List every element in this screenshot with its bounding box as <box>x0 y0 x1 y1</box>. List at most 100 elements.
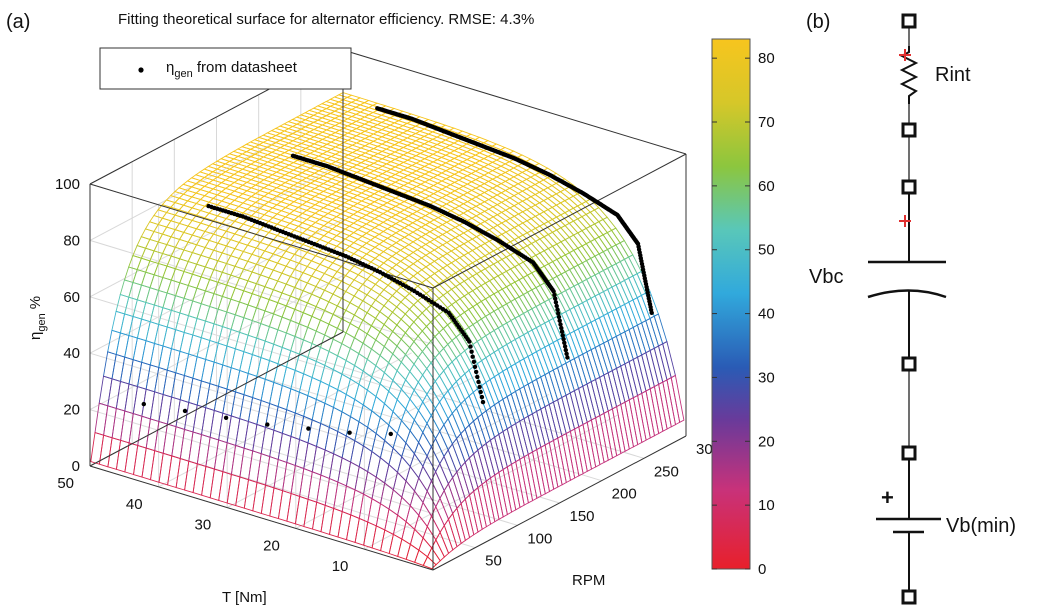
datasheet-point <box>561 336 566 342</box>
box-edge <box>342 49 687 155</box>
datasheet-point <box>562 340 567 345</box>
z-axis-label: ηgen% <box>27 296 48 340</box>
colorbar-tick-label: 30 <box>758 369 775 386</box>
z-tick-label: 0 <box>72 458 80 475</box>
datasheet-point <box>375 106 380 111</box>
datasheet-point <box>553 296 558 301</box>
y-axis-label: RPM <box>572 572 605 589</box>
datasheet-point <box>223 415 229 420</box>
colorbar-tick-label: 0 <box>758 561 766 578</box>
z-tick-label: 100 <box>55 176 80 193</box>
datasheet-point <box>470 354 475 359</box>
box-edge <box>432 435 687 571</box>
capacitor-bottom-plate <box>867 289 947 299</box>
colorbar-tick-label: 50 <box>758 242 775 259</box>
chart-title: Fitting theoretical surface for alternat… <box>118 11 534 28</box>
grid-line <box>300 353 644 459</box>
colorbar-tick-label: 40 <box>758 306 775 323</box>
datasheet-point <box>559 325 564 331</box>
datasheet-point <box>558 322 563 327</box>
colorbar-ticks: 0 10 20 30 40 50 60 70 80 <box>712 50 775 578</box>
datasheet-point <box>468 344 473 349</box>
datasheet-point <box>557 318 562 323</box>
z-tick-label: 40 <box>63 345 80 362</box>
grid-line <box>89 239 434 345</box>
legend: ηgen from datasheet <box>99 47 352 90</box>
datasheet-point <box>474 369 479 375</box>
datasheet-point <box>556 311 561 316</box>
capacitor-label: Vbc <box>809 266 843 288</box>
colorbar-tick-label: 70 <box>758 114 775 131</box>
datasheet-point <box>480 399 486 405</box>
panel-b-label: (b) <box>806 11 830 33</box>
datasheet-point <box>477 384 482 390</box>
datasheet-point <box>206 203 211 209</box>
datasheet-point <box>182 408 188 414</box>
datasheet-point <box>290 153 296 158</box>
red-plus-marker-2 <box>899 215 911 227</box>
circuit-node <box>901 356 917 372</box>
datasheet-point <box>562 344 568 349</box>
circuit-diagram <box>867 13 947 605</box>
circuit-nodes <box>901 13 917 605</box>
datasheet-point <box>388 431 393 437</box>
colorbar-gradient <box>711 38 751 570</box>
datasheet-point <box>347 430 352 435</box>
colorbar-tick-label: 20 <box>758 433 775 450</box>
datasheet-point <box>564 351 569 356</box>
grid-line <box>89 296 434 402</box>
z-tick-label: 80 <box>63 232 80 249</box>
y-tick-label: 250 <box>654 463 679 480</box>
datasheet-point <box>552 292 557 298</box>
datasheet-point <box>472 364 478 369</box>
grid-line <box>216 398 560 504</box>
y-tick-label: 100 <box>527 530 552 547</box>
resistor-label: Rint <box>935 64 971 86</box>
colorbar: 0 10 20 30 40 50 60 70 80 <box>711 38 775 578</box>
colorbar-tick-label: 80 <box>758 50 775 67</box>
battery-label: Vb(min) <box>946 515 1016 537</box>
x-tick-label: 30 <box>195 517 212 534</box>
datasheet-point <box>554 303 559 309</box>
datasheet-point <box>565 355 570 360</box>
datasheet-point <box>306 426 311 431</box>
battery-plus-sign: + <box>881 485 894 510</box>
datasheet-point <box>141 401 146 407</box>
x-tick-label: 40 <box>126 496 143 513</box>
datasheet-point <box>265 422 270 427</box>
circuit-node <box>901 13 917 29</box>
datasheet-point <box>478 389 483 395</box>
red-plus-marker-1 <box>899 49 911 61</box>
datasheet-point <box>555 307 560 312</box>
datasheet-point <box>559 329 565 334</box>
legend-marker <box>138 67 144 73</box>
x-tick-label: 50 <box>57 475 74 492</box>
datasheet-point <box>553 300 559 305</box>
x-tick-label: 10 <box>332 558 349 575</box>
datasheet-point <box>469 349 474 354</box>
colorbar-tick-label: 60 <box>758 178 775 195</box>
grid-line <box>89 352 434 458</box>
datasheet-point <box>560 333 565 338</box>
box-edge <box>432 153 687 289</box>
datasheet-point <box>556 314 562 320</box>
datasheet-point <box>479 394 485 400</box>
datasheet-point <box>475 374 480 380</box>
circuit-node <box>901 179 917 195</box>
circuit-node <box>901 445 917 461</box>
x-tick-label: 20 <box>263 537 280 554</box>
box-edge <box>89 465 434 571</box>
z-tick-label: 20 <box>63 402 80 419</box>
y-tick-label: 50 <box>485 553 502 570</box>
grid-line <box>89 409 434 515</box>
panel-a-label: (a) <box>6 11 30 33</box>
y-tick-label: 200 <box>612 486 637 503</box>
datasheet-point <box>476 379 481 385</box>
legend-entry: ηgen from datasheet <box>166 59 298 80</box>
colorbar-tick-label: 10 <box>758 497 775 514</box>
circuit-node <box>901 589 917 605</box>
efficiency-surface <box>90 92 685 570</box>
datasheet-point <box>563 347 568 353</box>
